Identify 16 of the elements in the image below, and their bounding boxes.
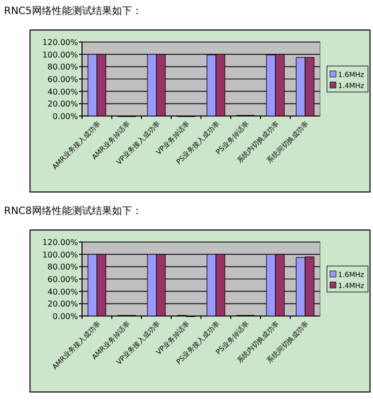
y-tick-label: 100.00%: [42, 50, 78, 60]
y-tick-label: 20.00%: [47, 100, 78, 109]
y-tick-label: 20.00%: [47, 300, 78, 309]
y-tick-label: 80.00%: [47, 62, 78, 72]
y-tick-label: 100.00%: [42, 250, 78, 260]
y-tick-label: 120.00%: [42, 38, 78, 47]
y-tick-label: 80.00%: [47, 262, 78, 272]
y-tick-label: 0.00%: [52, 312, 78, 321]
y-tick-label: 0.00%: [52, 112, 78, 121]
y-tick-label: 120.00%: [42, 238, 78, 247]
y-tick-label: 60.00%: [47, 275, 78, 284]
y-tick-label: 40.00%: [47, 287, 78, 296]
chart-title: RNC8网络性能测试结果如下：: [4, 205, 142, 217]
chart-title: RNC5网络性能测试结果如下：: [4, 5, 142, 17]
y-tick-label: 40.00%: [47, 87, 78, 96]
y-tick-label: 60.00%: [47, 75, 78, 84]
